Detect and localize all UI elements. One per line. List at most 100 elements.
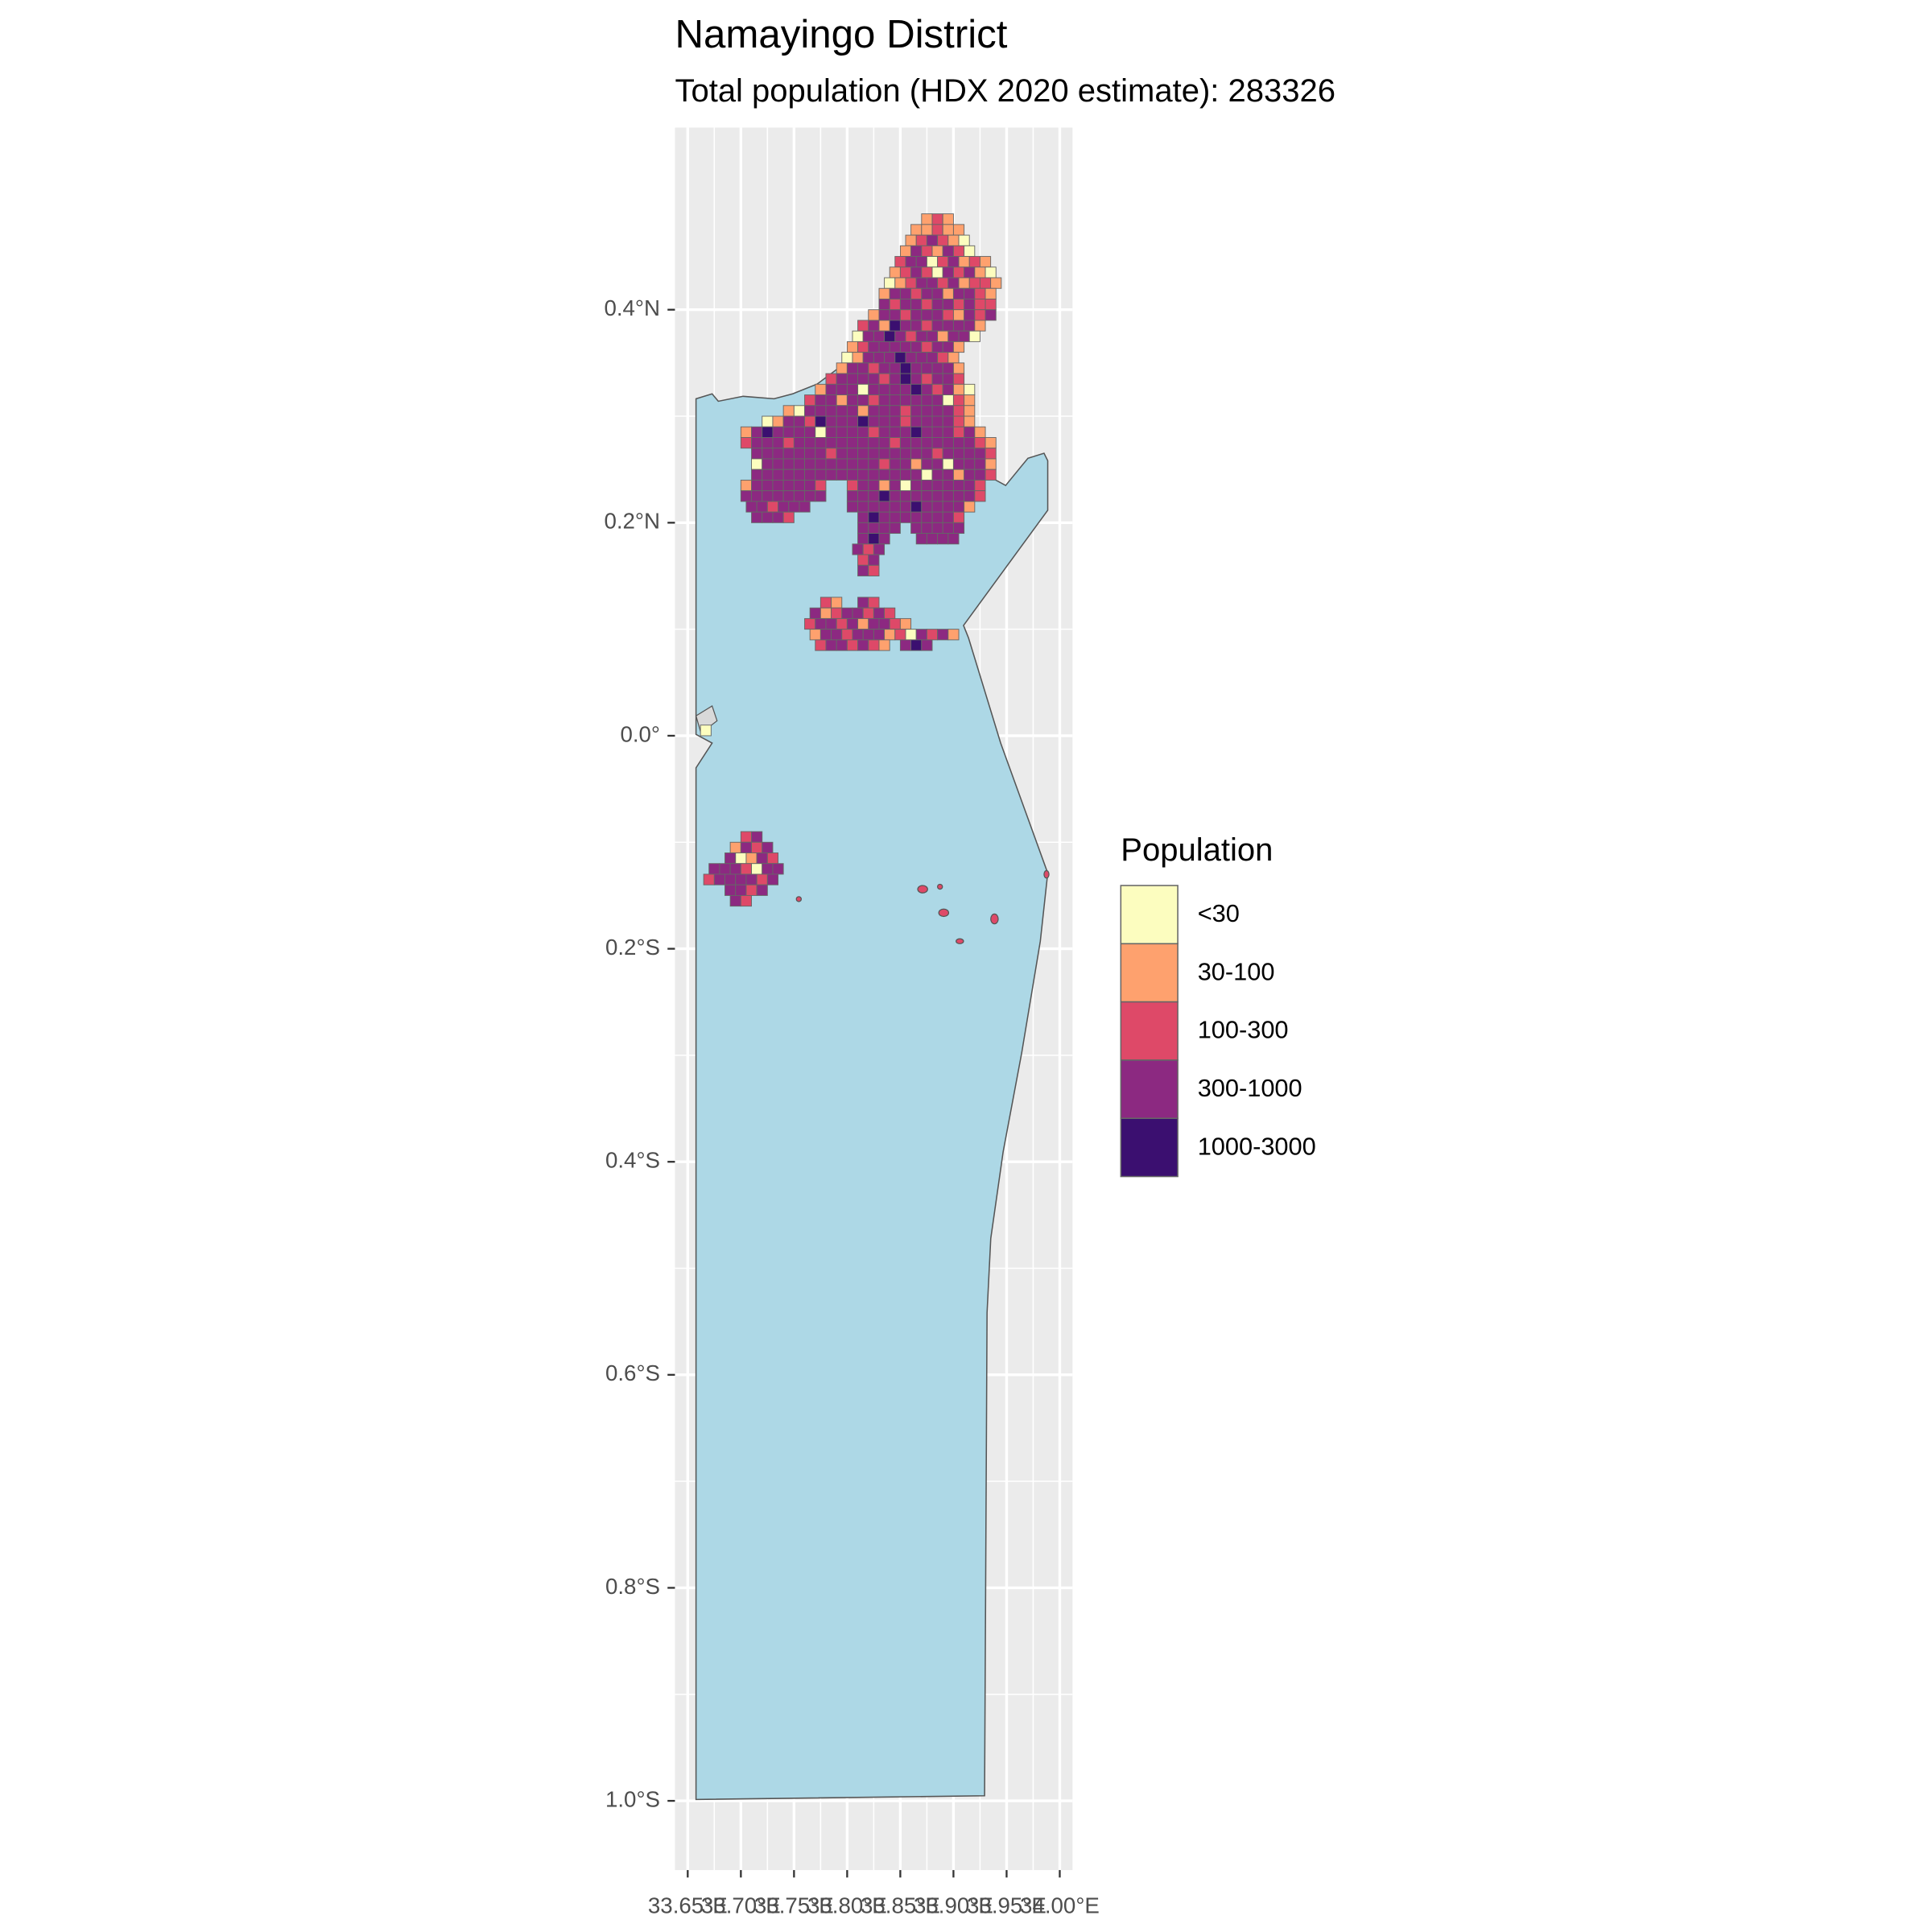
legend-label: 1000-3000 — [1198, 1132, 1316, 1160]
population-cell — [889, 490, 901, 502]
population-cell — [937, 352, 949, 364]
population-cell — [703, 873, 715, 886]
population-cell — [894, 352, 906, 364]
population-cell — [942, 501, 954, 513]
population-cell — [915, 256, 927, 268]
population-cell — [793, 437, 806, 449]
population-cell — [905, 277, 917, 289]
population-cell — [782, 479, 795, 492]
population-cell — [942, 511, 954, 523]
population-cell — [868, 394, 880, 407]
population-cell — [952, 469, 965, 481]
population-cell — [778, 501, 790, 513]
y-tick-label: 1.0°S — [605, 1786, 660, 1811]
population-cell — [804, 490, 816, 502]
population-cell — [889, 511, 901, 523]
population-cell — [772, 437, 784, 449]
population-cell — [825, 448, 837, 460]
population-cell — [857, 469, 869, 481]
population-cell — [910, 469, 923, 481]
population-cell — [735, 873, 747, 886]
population-cell — [968, 277, 980, 289]
population-cell — [846, 479, 859, 492]
population-cell — [937, 629, 949, 641]
population-cell — [899, 309, 912, 321]
population-cell — [899, 426, 912, 438]
population-cell — [852, 607, 864, 619]
population-cell — [921, 362, 933, 374]
population-cell — [889, 448, 901, 460]
population-cell — [921, 299, 933, 311]
population-cell — [719, 863, 731, 875]
population-cell — [931, 341, 943, 353]
population-cell — [931, 309, 943, 321]
population-cell — [878, 617, 890, 630]
x-tick-label: 33.70°E — [701, 1893, 781, 1918]
population-cell — [868, 564, 880, 576]
population-cell — [889, 405, 901, 417]
population-cell — [952, 320, 965, 332]
population-cell — [979, 256, 992, 268]
population-cell — [878, 458, 890, 470]
population-cell — [857, 394, 869, 407]
population-cell — [910, 490, 923, 502]
population-cell — [964, 437, 976, 449]
population-cell — [782, 415, 795, 427]
population-cell — [751, 490, 763, 502]
population-cell — [931, 469, 943, 481]
population-cell — [894, 330, 906, 342]
population-cell — [815, 639, 827, 651]
population-cell — [910, 287, 923, 299]
population-cell — [751, 448, 763, 460]
population-cell — [857, 639, 869, 651]
population-cell — [825, 437, 837, 449]
population-cell — [700, 724, 712, 737]
population-cell — [910, 511, 923, 523]
legend-key — [1120, 1001, 1179, 1061]
population-cell — [964, 426, 976, 438]
population-cell — [740, 841, 752, 853]
population-cell — [942, 224, 954, 236]
population-cell — [931, 415, 943, 427]
population-cell — [921, 437, 933, 449]
population-cell — [899, 362, 912, 374]
population-cell — [878, 522, 890, 535]
population-cell — [868, 373, 880, 385]
population-cell — [836, 394, 848, 407]
population-cell — [846, 341, 859, 353]
population-cell — [772, 415, 784, 427]
population-cell — [878, 469, 890, 481]
population-cell — [868, 362, 880, 374]
population-cell — [937, 277, 949, 289]
population-cell — [878, 501, 890, 513]
population-cell — [952, 458, 965, 470]
population-cell — [985, 448, 997, 460]
population-cell — [836, 617, 848, 630]
population-cell — [921, 479, 933, 492]
population-cell — [985, 309, 997, 321]
population-cell — [974, 299, 986, 311]
population-cell — [772, 863, 784, 875]
population-cell — [889, 287, 901, 299]
population-cell — [708, 863, 720, 875]
population-cell — [857, 501, 869, 513]
population-cell — [894, 629, 906, 641]
population-cell — [857, 458, 869, 470]
population-cell — [889, 373, 901, 385]
population-cell — [782, 437, 795, 449]
chart-subtitle: Total population (HDX 2020 estimate): 28… — [675, 73, 1335, 109]
population-cell — [878, 362, 890, 374]
islet — [990, 913, 999, 925]
population-cell — [921, 287, 933, 299]
population-cell — [974, 437, 986, 449]
population-cell — [942, 373, 954, 385]
population-cell — [729, 894, 741, 907]
population-cell — [878, 533, 890, 545]
population-cell — [852, 352, 864, 364]
population-cell — [836, 405, 848, 417]
population-cell — [762, 841, 774, 853]
population-cell — [921, 511, 933, 523]
population-cell — [931, 287, 943, 299]
population-cell — [947, 330, 960, 342]
population-cell — [942, 287, 954, 299]
